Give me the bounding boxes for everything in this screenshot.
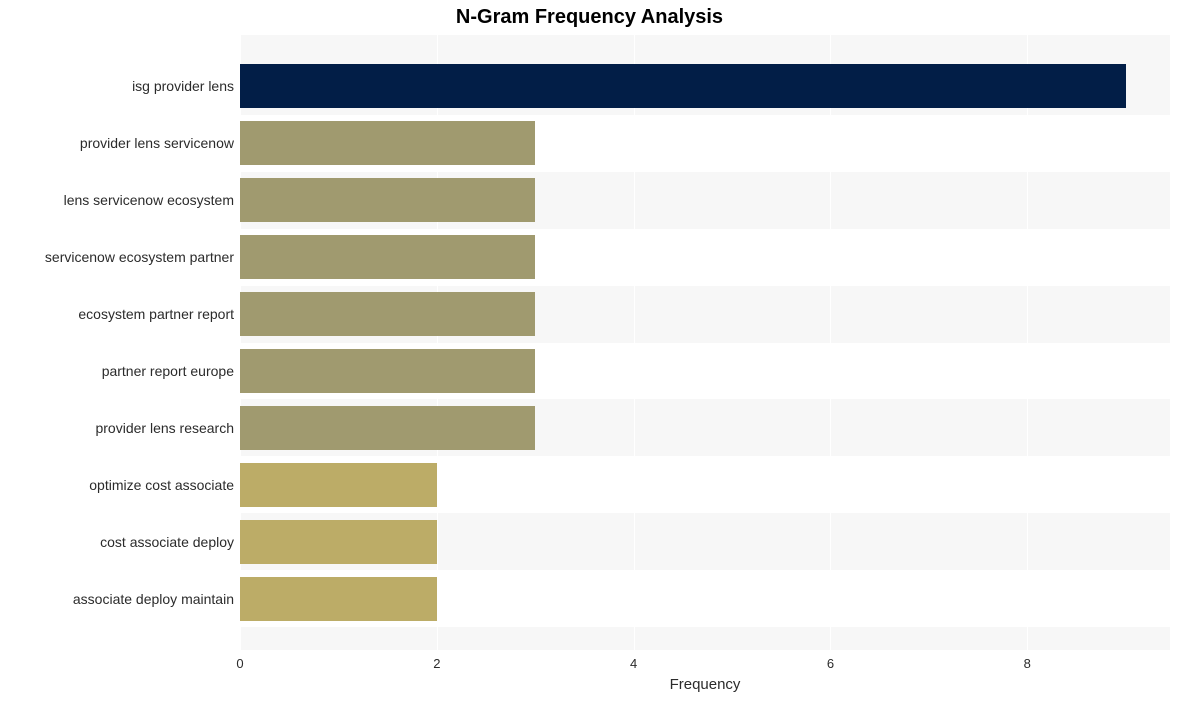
bar <box>240 520 437 564</box>
x-tick-label: 0 <box>220 656 260 671</box>
y-tick-label: cost associate deploy <box>0 534 234 550</box>
y-tick-label: optimize cost associate <box>0 477 234 493</box>
gridline <box>830 35 831 650</box>
gridline <box>1027 35 1028 650</box>
x-axis-label: Frequency <box>240 676 1170 693</box>
x-tick-label: 8 <box>1007 656 1047 671</box>
bar <box>240 463 437 507</box>
bar <box>240 577 437 621</box>
y-tick-label: provider lens research <box>0 420 234 436</box>
chart-wrapper: N-Gram Frequency Analysis Frequency isg … <box>0 0 1179 701</box>
y-tick-label: provider lens servicenow <box>0 135 234 151</box>
x-tick-label: 6 <box>810 656 850 671</box>
bar <box>240 292 535 336</box>
bar <box>240 178 535 222</box>
chart-title: N-Gram Frequency Analysis <box>0 6 1179 29</box>
bar <box>240 406 535 450</box>
y-tick-label: ecosystem partner report <box>0 306 234 322</box>
plot-area <box>240 35 1170 650</box>
y-tick-label: isg provider lens <box>0 78 234 94</box>
y-tick-label: servicenow ecosystem partner <box>0 249 234 265</box>
bar <box>240 235 535 279</box>
x-tick-label: 2 <box>417 656 457 671</box>
bar <box>240 64 1126 108</box>
y-tick-label: associate deploy maintain <box>0 591 234 607</box>
gridline <box>634 35 635 650</box>
y-tick-label: lens servicenow ecosystem <box>0 192 234 208</box>
bar <box>240 121 535 165</box>
x-tick-label: 4 <box>614 656 654 671</box>
bar <box>240 349 535 393</box>
y-tick-label: partner report europe <box>0 363 234 379</box>
